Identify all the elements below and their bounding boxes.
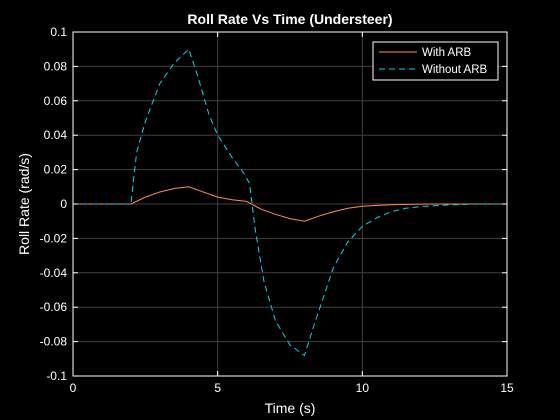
x-tick-label: 0 bbox=[70, 381, 77, 395]
x-tick-label: 5 bbox=[214, 381, 221, 395]
y-tick-label: -0.04 bbox=[40, 266, 68, 280]
y-tick-label: -0.1 bbox=[46, 369, 67, 383]
y-tick-label: 0.08 bbox=[44, 59, 68, 73]
legend: With ARB Without ARB bbox=[372, 41, 499, 81]
x-tick-labels: 0 5 10 15 bbox=[70, 32, 514, 395]
series-line-2 bbox=[73, 48, 507, 357]
y-tick-labels: -0.1 -0.08 -0.06 -0.04 -0.02 0 0.02 0.04 0.06 0.0… bbox=[40, 25, 507, 383]
x-tick-label: 15 bbox=[500, 381, 514, 395]
legend-entry-2: Without ARB bbox=[422, 64, 488, 76]
y-tick-label: 0.04 bbox=[44, 128, 68, 142]
y-tick-label: 0.1 bbox=[50, 25, 67, 39]
x-tick-label: 10 bbox=[356, 381, 370, 395]
y-tick-label: -0.02 bbox=[40, 231, 68, 245]
y-tick-label: 0.06 bbox=[44, 94, 68, 108]
series-line-1 bbox=[73, 186, 507, 222]
chart-title: Roll Rate Vs Time (Understeer) bbox=[187, 11, 392, 27]
y-tick-label: -0.06 bbox=[40, 300, 68, 314]
legend-entry-1: With ARB bbox=[422, 47, 472, 59]
y-tick-label: 0 bbox=[60, 197, 67, 211]
y-tick-label: 0.02 bbox=[44, 163, 68, 177]
series-layer bbox=[73, 48, 507, 357]
legend-box bbox=[372, 41, 499, 81]
y-tick-label: -0.08 bbox=[40, 335, 68, 349]
y-axis-label: Roll Rate (rad/s) bbox=[16, 153, 32, 255]
x-axis-label: Time (s) bbox=[265, 400, 316, 416]
